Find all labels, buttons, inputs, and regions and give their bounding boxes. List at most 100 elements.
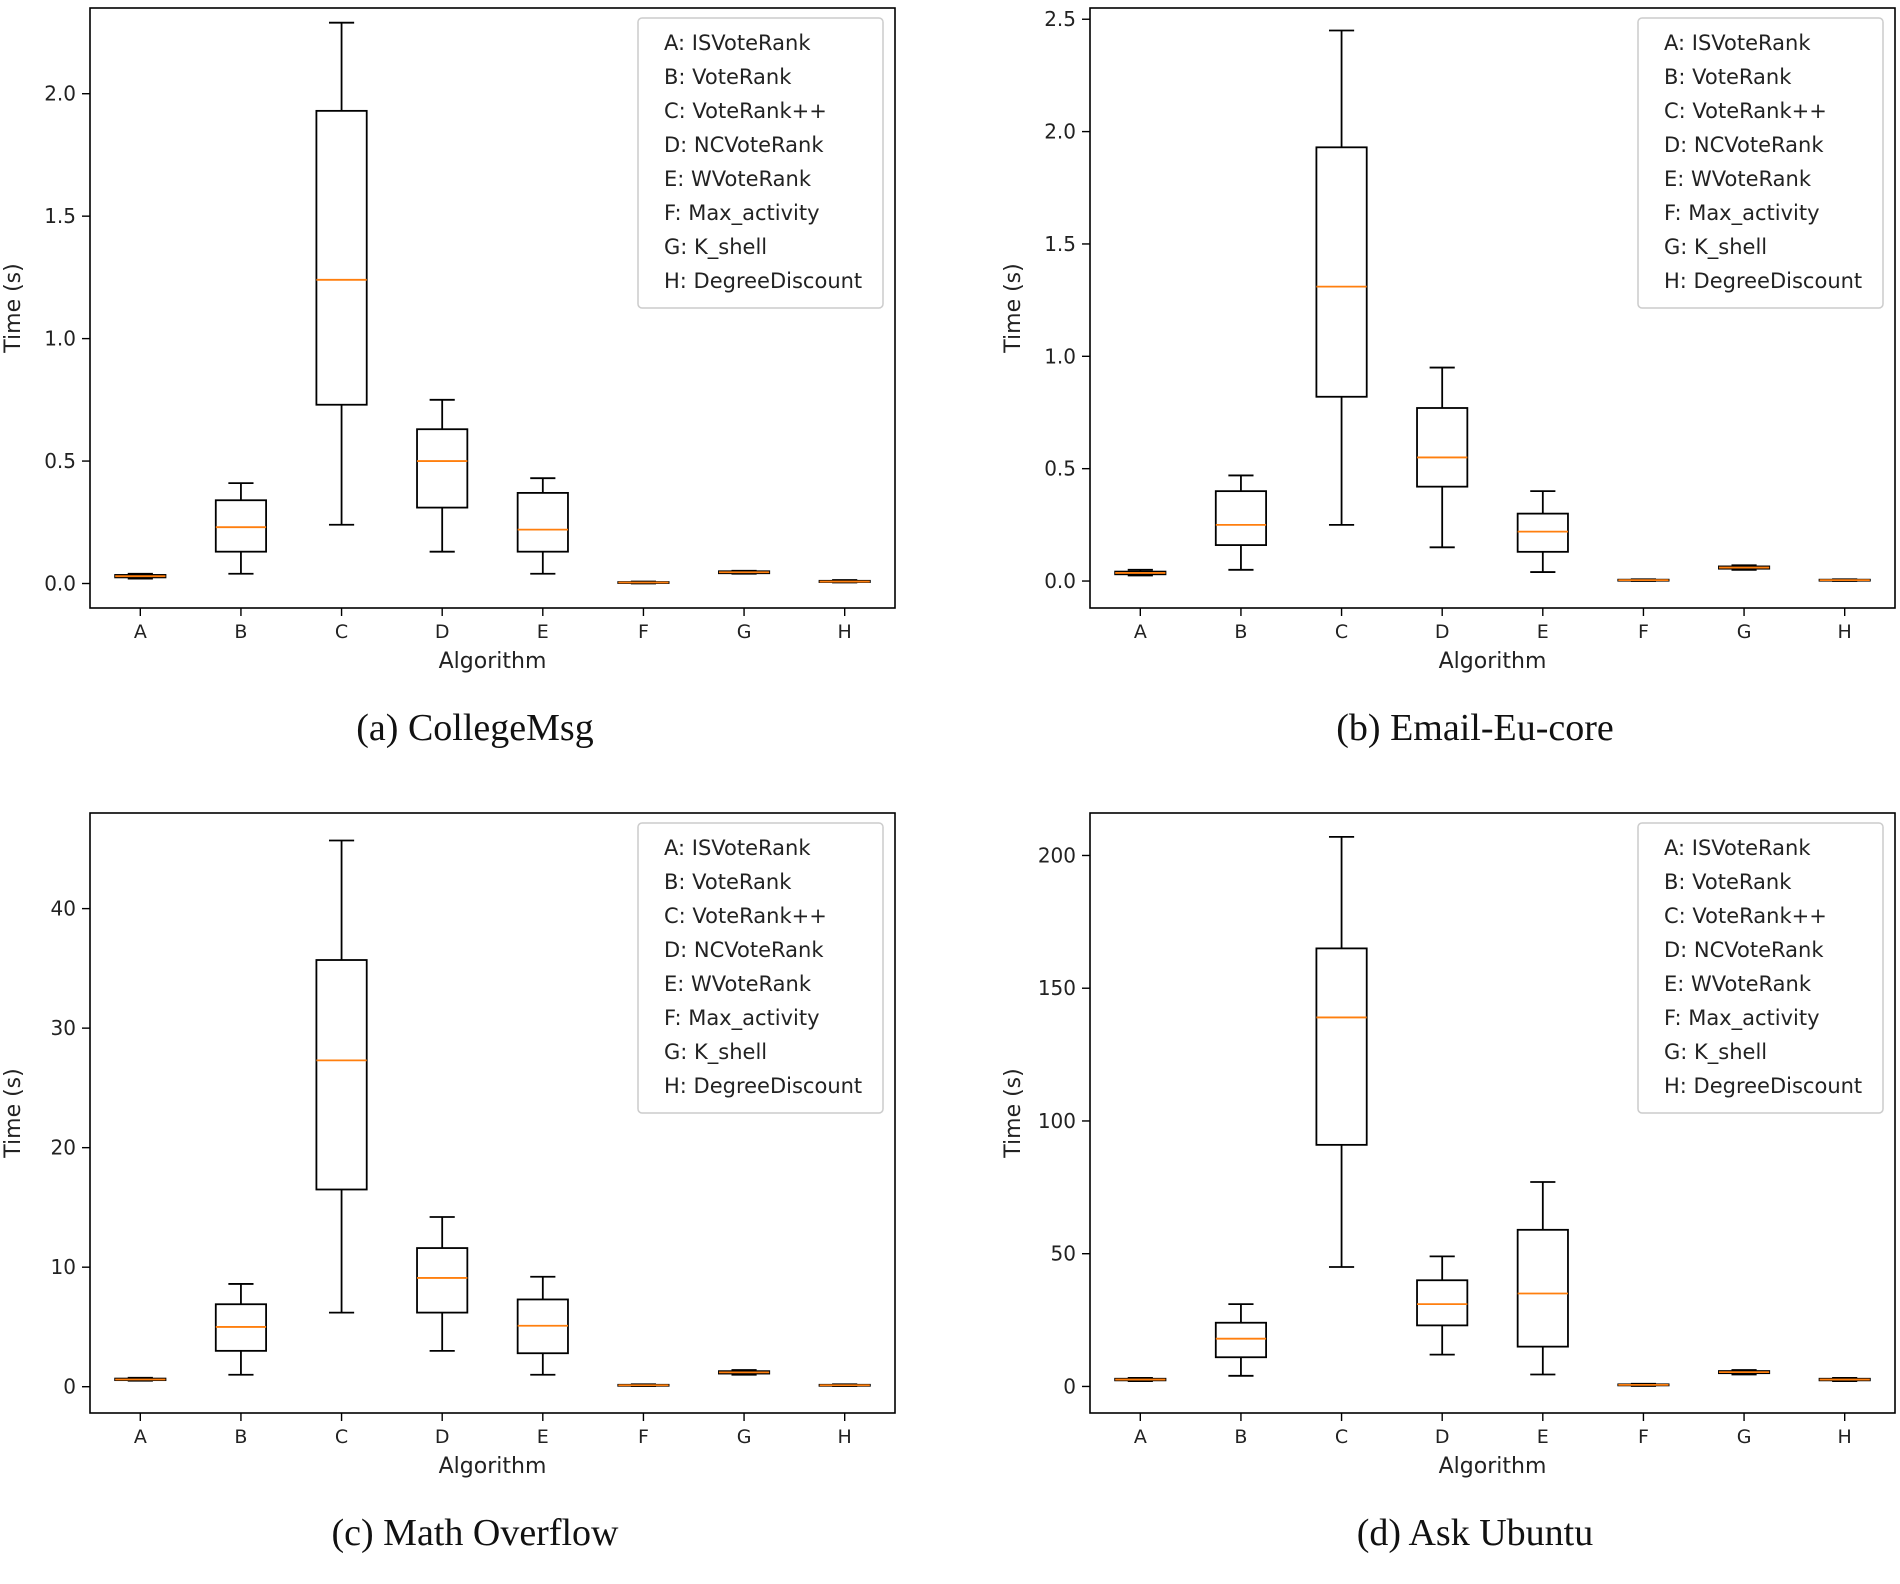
legend-entry: D: NCVoteRank bbox=[664, 133, 824, 157]
legend-entry: D: NCVoteRank bbox=[1664, 133, 1824, 157]
box-body bbox=[416, 1247, 469, 1314]
x-tick-label: C bbox=[1335, 1426, 1348, 1448]
legend-entry: H: DegreeDiscount bbox=[1664, 269, 1862, 293]
box-H bbox=[1818, 578, 1871, 582]
y-axis-label: Time (s) bbox=[1, 263, 26, 353]
legend-entry: G: K_shell bbox=[664, 1040, 767, 1065]
legend-box bbox=[1637, 17, 1884, 309]
box-F bbox=[1617, 1382, 1670, 1387]
box-G bbox=[718, 569, 771, 575]
chart-panel-c: 0 10 20 30 40 A B C D E F G H Algorithm Time (s) A: ISV… bbox=[0, 805, 950, 1584]
x-tick-label: G bbox=[737, 1426, 752, 1448]
y-axis-label: Time (s) bbox=[1001, 1068, 1026, 1158]
plot-frame bbox=[1089, 812, 1896, 1414]
y-tick-label: 0.0 bbox=[44, 572, 76, 596]
box-H bbox=[1818, 1377, 1871, 1383]
legend-entry: A: ISVoteRank bbox=[1664, 836, 1811, 860]
legend-box bbox=[637, 17, 884, 309]
x-tick-label: H bbox=[1838, 621, 1852, 643]
legend-entry: F: Max_activity bbox=[664, 201, 820, 226]
y-tick-label: 0 bbox=[63, 1375, 76, 1399]
box-body bbox=[1516, 1228, 1569, 1348]
box-body bbox=[1315, 947, 1368, 1146]
y-tick-label: 2.5 bbox=[1044, 7, 1076, 31]
x-tick-label: D bbox=[435, 1426, 450, 1448]
legend-entry: A: ISVoteRank bbox=[1664, 31, 1811, 55]
x-tick-label: B bbox=[234, 1426, 247, 1448]
y-tick-label: 1.0 bbox=[44, 327, 76, 351]
box-F bbox=[1617, 578, 1670, 582]
box-body bbox=[1416, 407, 1469, 488]
chart-panel-d: 0 50 100 150 200 A B C D E F G H Algorithm Time (s) A: … bbox=[1000, 805, 1900, 1584]
plot-frame bbox=[1089, 7, 1896, 609]
chart-panel-b: 0.0 0.5 1.0 1.5 2.0 2.5 A B C D E F G H Algorithm Time … bbox=[1000, 0, 1900, 779]
x-tick-label: F bbox=[1638, 1426, 1649, 1448]
legend-entry: H: DegreeDiscount bbox=[1664, 1074, 1862, 1098]
chart-a-caption: (a) CollegeMsg bbox=[356, 707, 594, 749]
box-body bbox=[516, 491, 569, 553]
y-tick-label: 40 bbox=[51, 897, 76, 921]
box-H bbox=[818, 579, 871, 584]
x-tick-label: F bbox=[638, 1426, 649, 1448]
chart-b-svg: 0.0 0.5 1.0 1.5 2.0 2.5 A B C D E F G H Algorithm Time … bbox=[1001, 7, 1896, 674]
y-tick-label: 30 bbox=[51, 1016, 76, 1040]
legend: A: ISVoteRank B: VoteRank C: VoteRank++ D: … bbox=[1637, 17, 1884, 309]
legend-entry: B: VoteRank bbox=[1664, 65, 1792, 89]
legend-entry: D: NCVoteRank bbox=[664, 938, 824, 962]
y-tick-label: 0 bbox=[1063, 1374, 1076, 1398]
box-A bbox=[114, 572, 167, 580]
y-tick-label: 2.0 bbox=[44, 82, 76, 106]
y-tick-label: 20 bbox=[51, 1136, 76, 1160]
legend-entry: C: VoteRank++ bbox=[664, 904, 827, 928]
y-tick-label: 1.0 bbox=[1044, 344, 1076, 368]
box-D bbox=[1416, 366, 1469, 549]
legend-entry: F: Max_activity bbox=[664, 1006, 820, 1031]
x-tick-label: E bbox=[537, 1426, 549, 1448]
legend-entry: H: DegreeDiscount bbox=[664, 269, 862, 293]
legend: A: ISVoteRank B: VoteRank C: VoteRank++ D: … bbox=[1637, 822, 1884, 1114]
box-D bbox=[416, 398, 469, 553]
chart-c-svg: 0 10 20 30 40 A B C D E F G H Algorithm Time (s) A: ISV… bbox=[1, 812, 896, 1479]
box-body bbox=[315, 109, 368, 406]
box-E bbox=[1516, 490, 1569, 573]
legend-entry: D: NCVoteRank bbox=[1664, 938, 1824, 962]
y-axis-label: Time (s) bbox=[1, 1068, 26, 1158]
box-G bbox=[718, 1369, 771, 1376]
box-A bbox=[1114, 1377, 1167, 1383]
legend-entry: E: WVoteRank bbox=[1664, 972, 1812, 996]
y-tick-label: 200 bbox=[1038, 843, 1076, 867]
y-tick-label: 100 bbox=[1038, 1109, 1076, 1133]
x-axis-label: Algorithm bbox=[1439, 649, 1547, 674]
box-E bbox=[1516, 1181, 1569, 1376]
legend-entry: B: VoteRank bbox=[664, 65, 792, 89]
x-tick-label: A bbox=[1134, 621, 1147, 643]
x-tick-label: E bbox=[1537, 621, 1549, 643]
box-B bbox=[214, 1283, 267, 1376]
legend-entry: G: K_shell bbox=[1664, 235, 1767, 260]
x-tick-label: E bbox=[1537, 1426, 1549, 1448]
x-axis-label: Algorithm bbox=[439, 1454, 547, 1479]
box-A bbox=[1114, 568, 1167, 577]
legend-entry: A: ISVoteRank bbox=[664, 836, 811, 860]
x-tick-label: H bbox=[838, 621, 852, 643]
legend-entry: C: VoteRank++ bbox=[664, 99, 827, 123]
x-tick-label: G bbox=[1737, 1426, 1752, 1448]
legend-entry: F: Max_activity bbox=[1664, 1006, 1820, 1031]
box-F bbox=[617, 580, 670, 585]
x-tick-label: D bbox=[1435, 1426, 1450, 1448]
box-C bbox=[315, 21, 368, 526]
box-F bbox=[617, 1383, 670, 1388]
legend-entry: H: DegreeDiscount bbox=[664, 1074, 862, 1098]
legend-entry: B: VoteRank bbox=[1664, 870, 1792, 894]
x-tick-label: B bbox=[234, 621, 247, 643]
x-tick-label: E bbox=[537, 621, 549, 643]
box-C bbox=[315, 839, 368, 1314]
box-body bbox=[1516, 512, 1569, 553]
x-tick-label: C bbox=[1335, 621, 1348, 643]
box-B bbox=[1214, 1303, 1267, 1377]
legend-entry: C: VoteRank++ bbox=[1664, 99, 1827, 123]
legend-entry: G: K_shell bbox=[1664, 1040, 1767, 1065]
x-tick-label: F bbox=[1638, 621, 1649, 643]
legend: A: ISVoteRank B: VoteRank C: VoteRank++ D: … bbox=[637, 822, 884, 1114]
x-tick-label: H bbox=[1838, 1426, 1852, 1448]
